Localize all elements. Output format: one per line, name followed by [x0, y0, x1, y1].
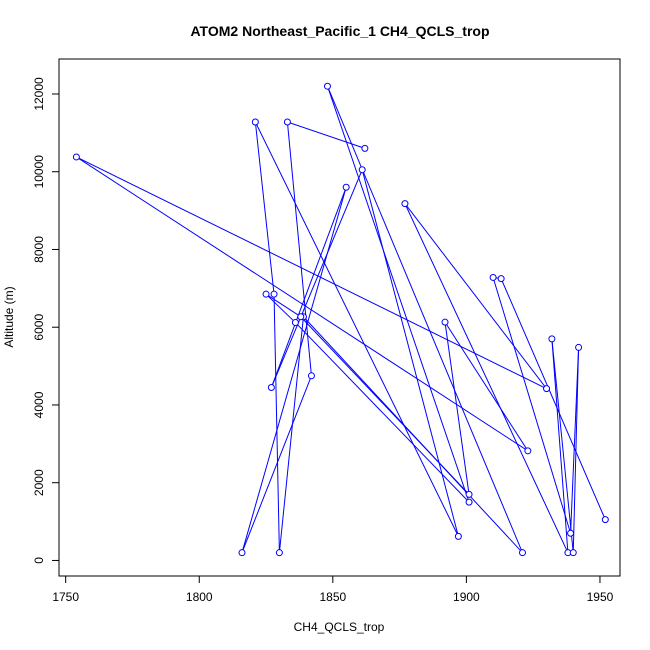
series-segment	[551, 338, 569, 553]
y-tick-label: 0	[32, 557, 46, 564]
series-segment	[265, 293, 296, 323]
series-segment	[241, 187, 347, 553]
data-point	[497, 275, 505, 283]
data-point	[342, 183, 350, 191]
x-tick-label: 1900	[453, 590, 480, 604]
series-segment	[254, 121, 459, 537]
series-segment	[300, 316, 470, 495]
data-point	[323, 82, 331, 90]
y-tick-label: 12000	[32, 77, 46, 111]
data-point	[401, 200, 409, 208]
x-axis-label: CH4_QCLS_trop	[294, 620, 385, 634]
y-tick-label: 2000	[32, 469, 46, 496]
series-segment	[327, 86, 470, 503]
series-segment	[361, 169, 459, 537]
data-point	[465, 498, 473, 506]
series-segment	[76, 156, 547, 390]
series-segment	[270, 169, 363, 388]
data-point	[441, 318, 449, 326]
y-tick-label: 6000	[32, 314, 46, 341]
data-point	[543, 385, 551, 393]
data-point	[267, 383, 275, 391]
series-segment	[492, 277, 572, 534]
data-point	[72, 153, 80, 161]
x-axis: 1750 1800 1850 1900 1950	[52, 575, 614, 604]
y-axis: 0 2000 4000 6000 8000 10000 12000	[32, 77, 60, 564]
series-lines	[76, 86, 606, 554]
data-point	[454, 532, 462, 540]
series-segment	[265, 293, 302, 318]
data-point	[524, 447, 532, 455]
series-segment	[295, 322, 470, 503]
data-point	[307, 372, 315, 380]
series-segment	[551, 338, 574, 553]
series-segment	[444, 321, 529, 452]
chart-title: ATOM2 Northeast_Pacific_1 CH4_QCLS_trop	[190, 23, 489, 39]
data-point	[569, 549, 577, 557]
data-point	[358, 166, 366, 174]
series-segment	[444, 322, 470, 495]
data-point	[297, 313, 305, 321]
series-segment	[570, 347, 580, 534]
data-point	[575, 343, 583, 351]
series-segment	[270, 187, 347, 388]
series-segment	[500, 278, 606, 520]
data-point	[489, 273, 497, 281]
series-segment	[278, 316, 304, 553]
data-point	[518, 549, 526, 557]
x-tick-label: 1950	[587, 590, 614, 604]
series-segment	[404, 203, 547, 389]
data-point	[361, 144, 369, 152]
data-point	[548, 335, 556, 343]
series-segment	[327, 86, 523, 553]
y-tick-label: 10000	[32, 155, 46, 189]
series-segment	[273, 294, 280, 553]
plot-frame	[58, 58, 621, 577]
series-segment	[572, 347, 580, 553]
data-point	[601, 516, 609, 524]
data-point	[270, 290, 278, 298]
x-tick-label: 1800	[186, 590, 213, 604]
y-tick-label: 8000	[32, 236, 46, 263]
data-point	[567, 529, 575, 537]
series-segment	[404, 203, 569, 553]
data-point	[291, 319, 299, 327]
series-points	[72, 82, 609, 557]
series-segment	[287, 121, 366, 149]
x-tick-label: 1750	[52, 590, 79, 604]
data-point	[262, 290, 270, 298]
series-segment	[241, 375, 312, 553]
series-segment	[76, 156, 529, 452]
series-segment	[254, 121, 275, 295]
data-point	[465, 490, 473, 498]
data-point	[238, 549, 246, 557]
data-point	[283, 118, 291, 126]
data-point	[275, 549, 283, 557]
y-axis-label: Altitude (m)	[2, 286, 16, 347]
series-segment	[286, 121, 312, 376]
data-point	[251, 118, 259, 126]
y-tick-label: 4000	[32, 391, 46, 418]
x-tick-label: 1850	[319, 590, 346, 604]
